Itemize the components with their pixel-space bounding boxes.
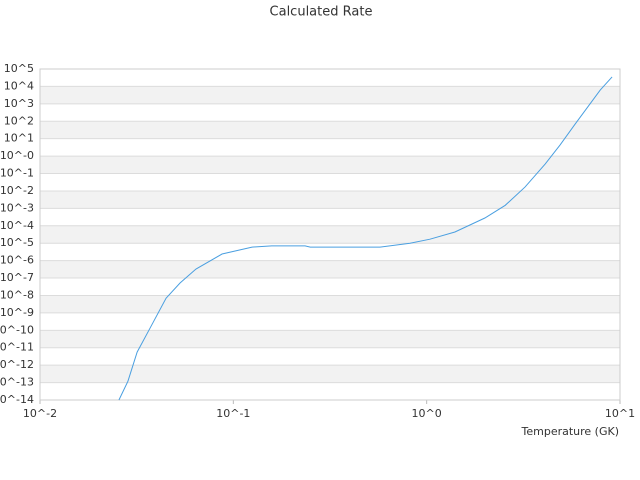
y-tick-label: 10^-3: [0, 201, 34, 214]
y-tick-label: 10^-9: [0, 306, 34, 319]
plot-frame: [39, 68, 621, 401]
y-tick-label: 10^-2: [0, 184, 34, 197]
y-tick-label: 10^-4: [0, 219, 34, 232]
y-tick-label: 10^-6: [0, 254, 34, 267]
data-line: [118, 76, 613, 401]
grid-band: [40, 365, 620, 383]
x-tick-label: 10^1: [605, 407, 635, 420]
y-tick-label: 10^-7: [0, 271, 34, 284]
y-tick-label: 10^-14: [0, 393, 34, 406]
y-tick-label: 10^1: [4, 132, 34, 145]
grid-band: [40, 190, 620, 209]
y-tick-label: 10^-1: [0, 167, 34, 180]
y-tick-label: 10^-11: [0, 341, 34, 354]
chart-title: Calculated Rate: [270, 5, 373, 20]
x-axis-label: Temperature (GK): [521, 425, 620, 438]
y-tick-label: 10^-10: [0, 323, 34, 336]
y-tick-label: 10^5: [4, 62, 34, 75]
y-tick-label: 10^-0: [0, 149, 34, 162]
y-tick-label: 10^3: [4, 97, 34, 110]
grid-band: [40, 121, 620, 139]
grid-band: [40, 260, 620, 279]
grid-band: [40, 86, 620, 104]
x-tick-label: 10^-1: [216, 407, 250, 420]
y-tick-label: 10^-13: [0, 376, 34, 389]
grid-band: [40, 330, 620, 348]
y-tick-label: 10^-8: [0, 288, 34, 301]
grid-band: [40, 225, 620, 244]
grid-band: [40, 295, 620, 313]
y-tick-label: 10^2: [4, 114, 34, 127]
x-tick-label: 10^-2: [23, 407, 57, 420]
grid-band: [40, 156, 620, 174]
x-tick-label: 10^0: [412, 407, 442, 420]
y-tick-label: 10^-12: [0, 358, 34, 371]
y-tick-label: 10^-5: [0, 236, 34, 249]
y-tick-label: 10^4: [4, 79, 34, 92]
